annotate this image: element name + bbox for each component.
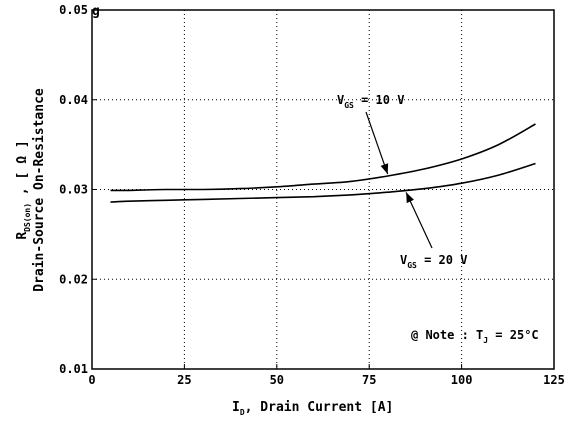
y-tick-label: 0.04	[59, 93, 88, 107]
arrow-vgs-20-line	[405, 192, 433, 249]
x-tick-label: 50	[270, 373, 284, 387]
x-axis-label: ID, Drain Current [A]	[232, 400, 393, 417]
y-tick-label: 0.02	[59, 272, 88, 286]
x-tick-label: 25	[177, 373, 191, 387]
x-axis-ticks: 0 25 50 75 100 125	[88, 364, 565, 387]
series-lines	[110, 123, 536, 203]
annotation-arrows	[365, 111, 433, 249]
y-tick-label: 0.05	[59, 3, 88, 17]
y-axis-ticks: 0.01 0.02 0.03 0.04 0.05	[59, 3, 97, 376]
series-line-vgs-20v	[110, 162, 536, 203]
chart-title-fragment: g	[92, 4, 100, 19]
y-tick-label: 0.01	[59, 362, 88, 376]
y-axis-label-line1: RDS(on) , [ Ω ]	[15, 140, 32, 239]
y-tick-label: 0.03	[59, 183, 88, 197]
arrow-vgs-10-head	[380, 163, 389, 175]
annotation-vgs-10: VGS = 10 V	[337, 93, 404, 110]
arrow-vgs-10-line	[365, 111, 389, 175]
test-condition-note: @ Note : TJ = 25°C	[411, 328, 539, 345]
x-tick-label: 0	[88, 373, 95, 387]
y-axis-label-line2: Drain-Source On-Resistance	[32, 88, 47, 292]
y-axis-label: RDS(on) , [ Ω ] Drain-Source On-Resistan…	[15, 88, 47, 292]
series-line-vgs-10v	[110, 123, 536, 192]
x-tick-label: 100	[451, 373, 473, 387]
x-tick-label: 125	[543, 373, 565, 387]
x-tick-label: 75	[362, 373, 376, 387]
annotation-vgs-20: VGS = 20 V	[400, 253, 467, 270]
arrow-vgs-20-head	[406, 192, 415, 204]
